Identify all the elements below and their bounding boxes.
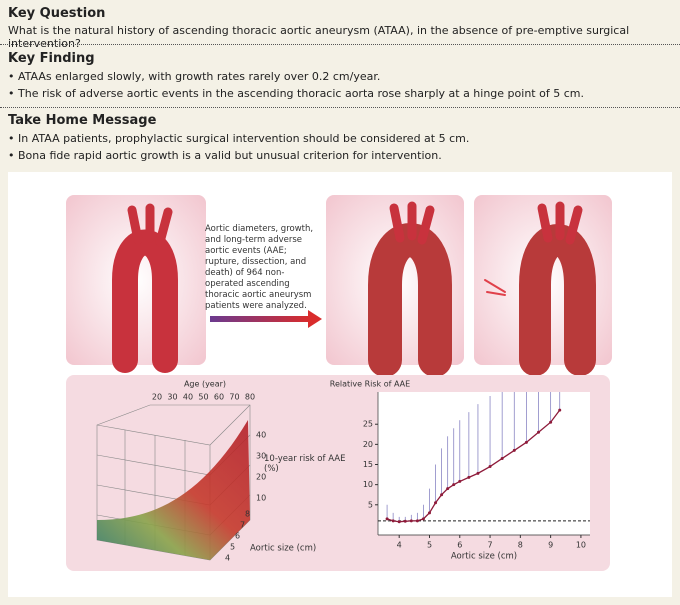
- text: What is the natural history of ascending…: [8, 24, 630, 50]
- tick-label: 40: [183, 393, 193, 402]
- point: [397, 520, 401, 524]
- point: [415, 519, 419, 523]
- tick-label: 7: [240, 521, 245, 530]
- y-tick-label: 10: [363, 480, 373, 489]
- surface: [97, 420, 250, 560]
- risk-label: 10-year risk of AAE (%): [264, 454, 346, 474]
- axis-title: Aortic size (cm): [250, 544, 316, 554]
- point: [488, 465, 492, 469]
- point: [467, 475, 471, 479]
- tick-label: 20: [152, 393, 162, 402]
- bullet: Bona fide rapid aortic growth is a valid…: [8, 149, 442, 162]
- x-tick-label: 8: [518, 541, 523, 550]
- tick-label: 70: [229, 393, 239, 402]
- x-axis-title: Aortic size (cm): [451, 552, 517, 562]
- tick-label: 30: [256, 452, 266, 461]
- separator: [0, 107, 680, 108]
- point: [440, 493, 444, 497]
- point: [409, 519, 413, 523]
- point: [427, 511, 431, 515]
- point: [434, 501, 438, 505]
- x-tick-label: 7: [488, 541, 493, 550]
- x-tick-label: 10: [576, 541, 586, 550]
- point: [391, 519, 395, 523]
- point: [452, 483, 456, 487]
- point: [512, 448, 516, 452]
- point: [476, 471, 480, 475]
- arrow-head: [308, 310, 322, 328]
- tick-label: 4: [225, 554, 230, 563]
- point: [558, 408, 562, 412]
- y-tick-label: 15: [363, 460, 373, 469]
- description: Aortic diameters, growth, and long-term …: [205, 224, 314, 311]
- x-tick-label: 4: [397, 541, 402, 550]
- x-tick-label: 5: [427, 541, 432, 550]
- tick-label: 5: [230, 543, 235, 552]
- point: [524, 440, 528, 444]
- tick-label: 30: [167, 393, 177, 402]
- point: [458, 479, 462, 483]
- point: [421, 517, 425, 521]
- tick-label: 40: [256, 431, 266, 440]
- point: [403, 519, 407, 523]
- tick-label: 80: [245, 393, 255, 402]
- plot-area: [378, 392, 590, 535]
- bullet: ATAAs enlarged slowly, with growth rates…: [8, 70, 380, 83]
- x-tick-label: 6: [457, 541, 462, 550]
- point: [385, 517, 389, 521]
- chart-title: Relative Risk of AAE: [330, 380, 410, 389]
- tick-label: 8: [245, 510, 250, 519]
- tick-label: 20: [256, 473, 266, 482]
- x-tick-label: 9: [548, 541, 553, 550]
- arrow: [210, 316, 310, 322]
- point: [549, 420, 553, 424]
- line: [386, 409, 561, 523]
- bullet: The risk of adverse aortic events in the…: [8, 87, 584, 100]
- tick-label: 10: [256, 494, 266, 503]
- tick-label: 50: [198, 393, 208, 402]
- heading: Take Home Message: [8, 113, 157, 128]
- point: [537, 430, 541, 434]
- heading: Key Question: [8, 6, 106, 21]
- axis-title: Age (year): [184, 380, 226, 389]
- tick-label: 6: [235, 532, 240, 541]
- heading: Key Finding: [8, 51, 95, 66]
- separator: [0, 44, 680, 45]
- bullet: In ATAA patients, prophylactic surgical …: [8, 132, 469, 145]
- point: [446, 487, 450, 491]
- y-tick-label: 5: [368, 500, 373, 509]
- aorta: [112, 201, 596, 377]
- y-tick-label: 25: [363, 420, 373, 429]
- y-tick-label: 20: [363, 440, 373, 449]
- tick-label: 60: [214, 393, 224, 402]
- point: [500, 456, 504, 460]
